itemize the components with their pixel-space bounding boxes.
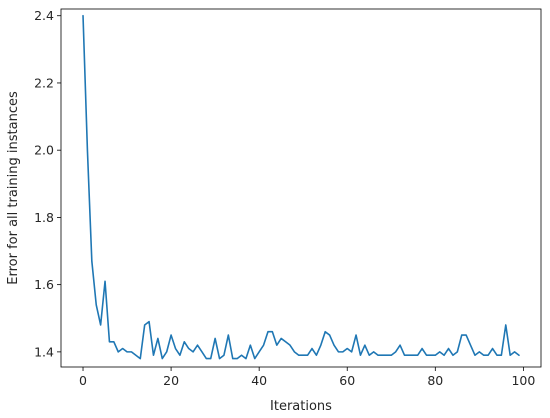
- x-axis-label: Iterations: [270, 399, 332, 414]
- y-axis-ticks: 1.4 1.6 1.8 2.0 2.2 2.4: [34, 8, 61, 359]
- x-tick-label: 60: [339, 373, 355, 388]
- y-tick-label: 2.4: [34, 8, 54, 23]
- y-tick-label: 1.8: [34, 210, 54, 225]
- x-tick-label: 0: [79, 373, 87, 388]
- y-tick-label: 2.2: [34, 75, 54, 90]
- y-axis-label: Error for all training instances: [6, 91, 21, 285]
- x-tick-label: 80: [427, 373, 443, 388]
- y-tick-label: 2.0: [34, 143, 54, 158]
- series-line: [82, 14, 520, 360]
- x-tick-label: 100: [511, 373, 535, 388]
- plot-frame: [60, 8, 542, 368]
- x-tick-label: 20: [163, 373, 179, 388]
- y-tick-label: 1.6: [34, 277, 54, 292]
- x-tick-label: 40: [251, 373, 267, 388]
- x-axis-ticks: 0 20 40 60 80 100: [79, 367, 535, 388]
- y-tick-label: 1.4: [34, 344, 54, 359]
- plot-area: [82, 14, 520, 360]
